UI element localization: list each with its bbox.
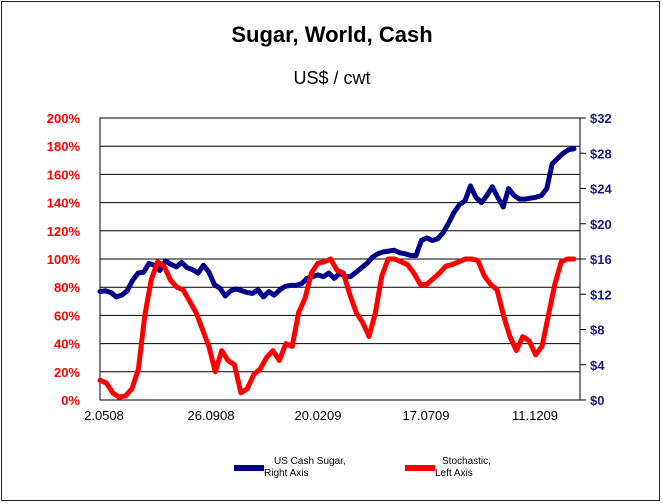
sugar-price-line xyxy=(97,146,577,300)
y-left-tick-label: 40% xyxy=(54,337,80,352)
stochastic-line xyxy=(97,256,577,400)
y-left-tick-label: 0% xyxy=(61,393,80,408)
legend: US Cash Sugar, Right Axis Stochastic, Left … xyxy=(234,456,491,479)
y-right-tick-label: $20 xyxy=(590,217,612,232)
y-right-tick-label: $16 xyxy=(590,252,612,267)
x-tick-label: 2.0508 xyxy=(84,408,124,423)
gridlines xyxy=(99,117,581,401)
y-left-tick-label: 160% xyxy=(47,167,81,182)
y-right-tick-label: $8 xyxy=(590,323,604,338)
y-right-tick-label: $12 xyxy=(590,287,612,302)
chart-title: Sugar, World, Cash xyxy=(231,22,432,47)
y-right-tick-label: $28 xyxy=(590,146,612,161)
y-right-tick-label: $24 xyxy=(590,182,612,197)
y-left-tick-label: 120% xyxy=(47,224,81,239)
series-lines xyxy=(97,146,577,400)
y-left-tick-label: 200% xyxy=(47,111,81,126)
y-axis-right: $0 $4 $8 $12 $16 $20 $24 $28 $32 xyxy=(580,111,612,408)
legend-label-stochastic: Stochastic, Left Axis xyxy=(435,456,491,479)
x-tick-label: 11.1209 xyxy=(512,408,558,423)
y-left-tick-label: 140% xyxy=(47,196,81,211)
legend-label-sugar: US Cash Sugar, Right Axis xyxy=(264,456,346,479)
y-axis-left: 0% 20% 40% 60% 80% 100% 120% 140% 160% 180% 200% xyxy=(47,111,81,408)
x-tick-label: 17.0709 xyxy=(403,408,450,423)
x-tick-label: 20.0209 xyxy=(295,408,342,423)
y-left-tick-label: 80% xyxy=(54,280,80,295)
y-right-tick-label: $4 xyxy=(590,358,605,373)
x-axis: 2.0508 26.0908 20.0209 17.0709 11.1209 xyxy=(84,408,558,423)
y-left-tick-label: 180% xyxy=(47,139,81,154)
x-tick-label: 26.0908 xyxy=(188,408,235,423)
chart-subtitle: US$ / cwt xyxy=(293,68,370,88)
y-left-tick-label: 60% xyxy=(54,308,80,323)
y-right-tick-label: $32 xyxy=(590,111,612,126)
y-right-tick-label: $0 xyxy=(590,393,604,408)
y-left-tick-label: 20% xyxy=(54,365,80,380)
y-left-tick-label: 100% xyxy=(47,252,81,267)
